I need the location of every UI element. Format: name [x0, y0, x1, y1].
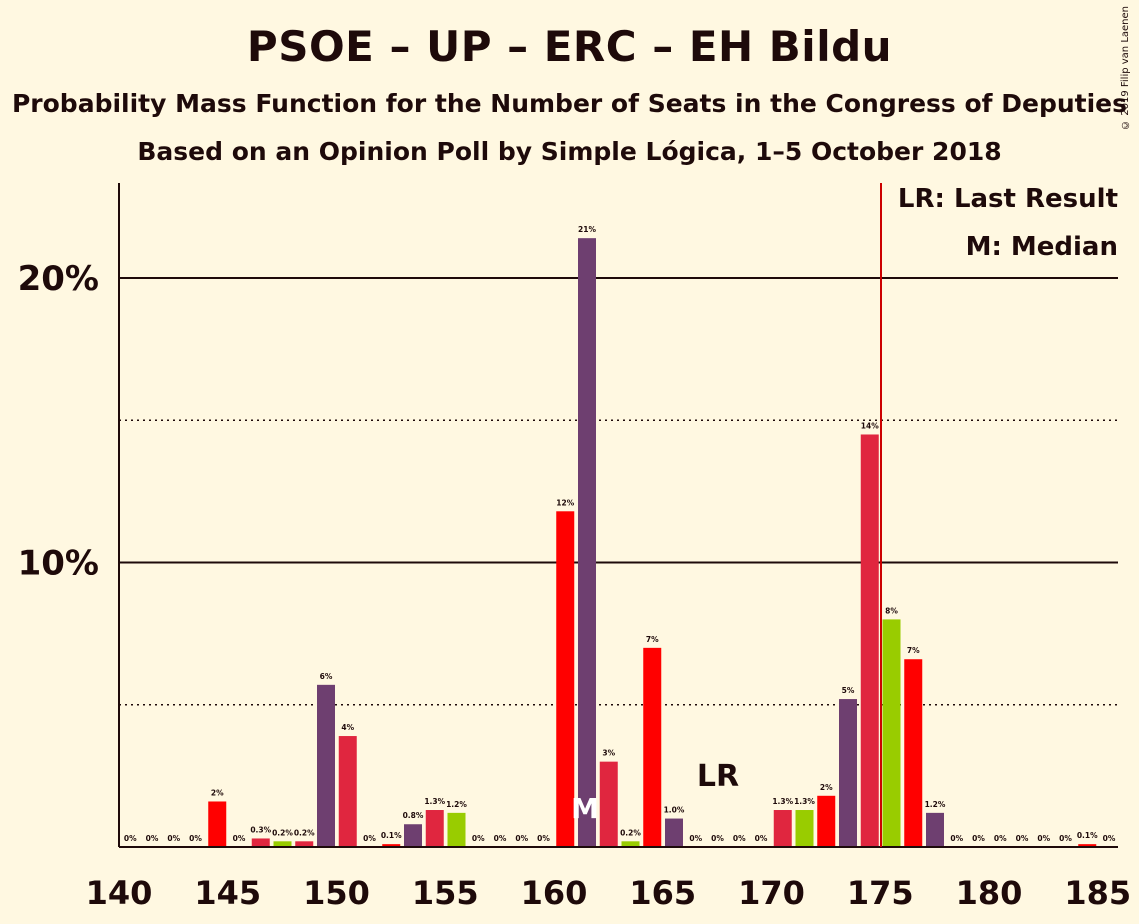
bar-value-label: 1.3%	[424, 797, 445, 806]
x-tick-label: 150	[303, 874, 370, 912]
bar-value-label: 1.2%	[925, 800, 946, 809]
bar-value-label: 0.1%	[1077, 831, 1098, 840]
bar-value-label: 8%	[885, 606, 898, 615]
bar-value-label: 0.8%	[403, 811, 424, 820]
bar-value-label: 0%	[1103, 834, 1116, 843]
last-result-marker: LR	[697, 759, 739, 794]
y-tick-label: 10%	[18, 544, 99, 584]
legend-median: M: Median	[965, 232, 1118, 262]
bar-series	[208, 238, 1097, 848]
bar-value-label: 7%	[646, 635, 659, 644]
x-tick-label: 170	[738, 874, 805, 912]
bar	[599, 761, 618, 847]
bar-value-label: 12%	[556, 498, 574, 507]
bar-value-label: 1.3%	[794, 797, 815, 806]
bar	[556, 511, 575, 847]
bar-value-label: 0%	[972, 834, 985, 843]
x-tick-label: 140	[86, 874, 153, 912]
bar-value-label: 7%	[907, 646, 920, 655]
chart-subtitle: Probability Mass Function for the Number…	[11, 89, 1128, 118]
bar	[1078, 844, 1097, 847]
chart-poll-source: Based on an Opinion Poll by Simple Lógic…	[137, 137, 1002, 166]
bar	[817, 795, 836, 847]
bar-value-label: 4%	[341, 723, 354, 732]
x-tick-label: 180	[956, 874, 1023, 912]
bar-value-label: 0.2%	[620, 828, 641, 837]
bar-value-label: 0%	[950, 834, 963, 843]
bar	[273, 841, 292, 847]
bar-value-label: 0%	[1037, 834, 1050, 843]
bar	[295, 841, 314, 847]
bar-value-label: 1.3%	[772, 797, 793, 806]
bar	[317, 684, 335, 847]
bar-value-label: 0%	[689, 834, 702, 843]
bar	[578, 238, 596, 848]
x-tick-label: 160	[521, 874, 588, 912]
bar	[251, 838, 270, 847]
bar-value-label: 5%	[842, 686, 855, 695]
bar-value-label: 21%	[578, 225, 596, 234]
x-tick-label: 165	[629, 874, 696, 912]
bar-value-label: 1.2%	[446, 800, 467, 809]
bar-value-label: 0%	[124, 834, 137, 843]
bar-value-label: 0%	[167, 834, 180, 843]
bar-value-label: 0%	[1059, 834, 1072, 843]
bar-value-label: 0%	[515, 834, 528, 843]
bar-value-label: 0%	[1016, 834, 1029, 843]
bar-value-label: 0%	[537, 834, 550, 843]
bar-value-label: 0%	[363, 834, 376, 843]
x-tick-label: 145	[194, 874, 261, 912]
bar-value-label: 14%	[861, 421, 879, 430]
bar	[338, 736, 357, 847]
bar-value-label: 2%	[820, 783, 833, 792]
bar-value-label: 0%	[189, 834, 202, 843]
bar	[425, 810, 444, 847]
bar-value-label: 0.2%	[294, 828, 315, 837]
bar	[926, 812, 944, 847]
bar-labels: 0% 0% 0% 0%2%0%0.3% 0.2% 0.2%6%4%0% 0.1%0.8%1.…	[124, 225, 1116, 843]
bar	[208, 801, 227, 847]
bar-value-label: 2%	[211, 788, 224, 797]
bar	[643, 647, 662, 847]
x-tick-label: 155	[412, 874, 479, 912]
bar	[665, 818, 683, 847]
bar	[882, 619, 901, 847]
bar	[621, 841, 640, 847]
bar-value-label: 0%	[233, 834, 246, 843]
bar-value-label: 0%	[994, 834, 1007, 843]
bar-value-label: 0.1%	[381, 831, 402, 840]
bar-value-label: 0%	[755, 834, 768, 843]
markers: LR M	[571, 183, 882, 847]
bar	[839, 699, 857, 847]
bar-value-label: 1.0%	[664, 806, 685, 815]
x-tick-label: 185	[1064, 874, 1131, 912]
x-tick-label: 175	[847, 874, 914, 912]
bar	[404, 824, 422, 847]
bar	[447, 812, 466, 847]
bar-value-label: 0%	[146, 834, 159, 843]
bar	[382, 844, 401, 847]
bar	[795, 810, 814, 847]
bar-value-label: 3%	[602, 749, 615, 758]
bar-value-label: 0%	[711, 834, 724, 843]
chart-title: PSOE – UP – ERC – EH Bildu	[246, 22, 893, 71]
axes: 10% 20% 140 145 150 155 160 165 170 175 180 185	[18, 183, 1131, 912]
bar-value-label: 0%	[494, 834, 507, 843]
bar-value-label: 0%	[472, 834, 485, 843]
bar	[773, 810, 792, 847]
bar-value-label: 0%	[733, 834, 746, 843]
gridlines	[119, 277, 1118, 706]
bar	[904, 659, 923, 847]
bar-value-label: 0.3%	[250, 825, 271, 834]
legend-last-result: LR: Last Result	[897, 184, 1118, 214]
bar	[860, 434, 879, 847]
y-tick-label: 20%	[18, 259, 99, 299]
bar-value-label: 6%	[320, 672, 333, 681]
bar-value-label: 0.2%	[272, 828, 293, 837]
median-marker: M	[571, 792, 599, 825]
